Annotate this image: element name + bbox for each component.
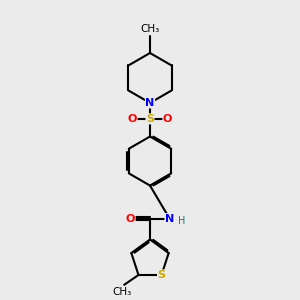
Text: S: S [158,270,166,280]
Text: O: O [128,114,137,124]
Text: N: N [146,98,154,108]
Text: N: N [165,214,174,224]
Text: S: S [146,114,154,124]
Text: H: H [178,216,185,226]
Text: O: O [163,114,172,124]
Text: CH₃: CH₃ [140,24,160,34]
Text: O: O [126,214,135,224]
Text: CH₃: CH₃ [112,287,132,297]
